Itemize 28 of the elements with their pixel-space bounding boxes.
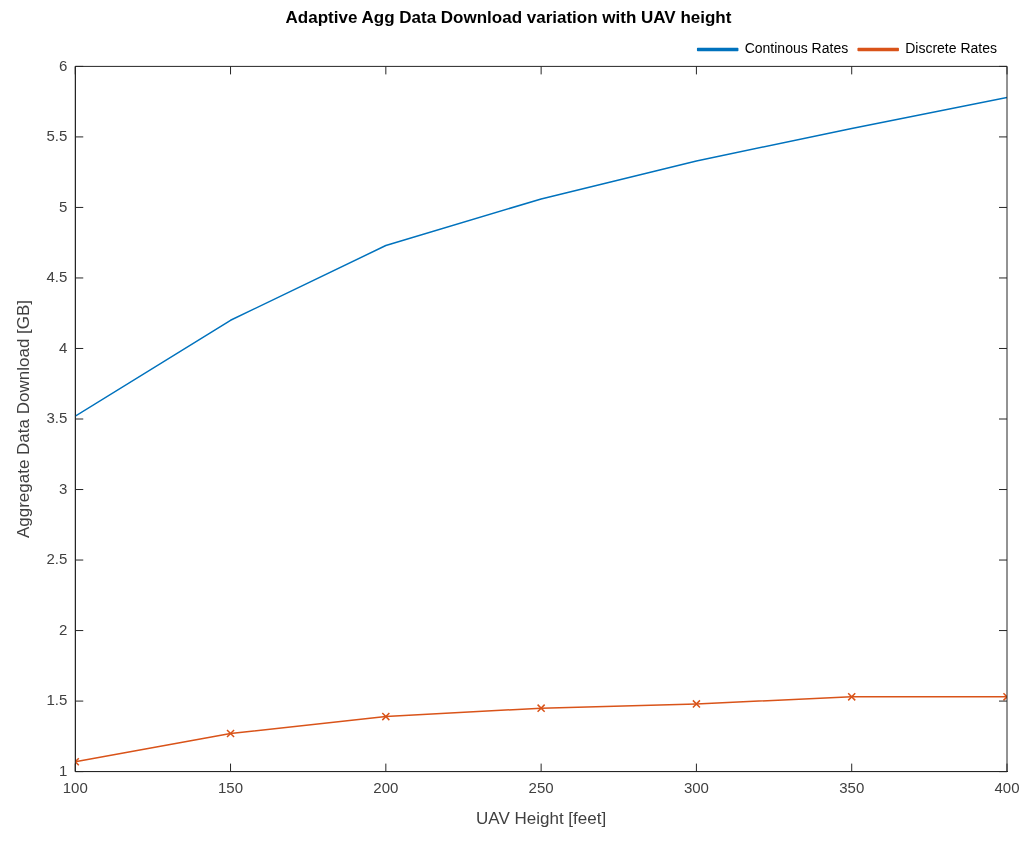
y-tick-label: 1.5 bbox=[46, 691, 68, 709]
x-axis-title: UAV Height [feet] bbox=[476, 809, 607, 829]
x-tick-label: 200 bbox=[373, 778, 399, 796]
y-axis-title: Aggregate Data Download [GB] bbox=[13, 299, 33, 539]
point bbox=[847, 692, 856, 702]
y-tick-label: 6 bbox=[58, 56, 68, 74]
x-tick-label: 250 bbox=[528, 778, 554, 796]
point bbox=[381, 712, 391, 721]
y-tick-label: 2.5 bbox=[46, 550, 68, 568]
y-tick-label: 2 bbox=[58, 620, 68, 638]
y-tick-label: 4.5 bbox=[46, 268, 68, 286]
y-tick-label: 1 bbox=[58, 761, 68, 779]
y-tick-label: 5 bbox=[58, 197, 68, 215]
x-tick-label: 150 bbox=[218, 778, 244, 796]
point bbox=[226, 729, 235, 738]
chart-title: Adaptive Agg Data Download variation with UAV height bbox=[285, 7, 732, 27]
legend-label: Continous Rates bbox=[744, 40, 849, 57]
y-tick-label: 5.5 bbox=[46, 127, 68, 145]
x-tick-label: 300 bbox=[683, 778, 709, 796]
y-tick-label: 3 bbox=[58, 479, 68, 497]
x-tick-label: 400 bbox=[994, 778, 1020, 796]
y-tick-label: 3.5 bbox=[46, 409, 68, 427]
legend-label: Discrete Rates bbox=[905, 40, 998, 57]
x-tick-label: 100 bbox=[62, 778, 88, 796]
point bbox=[536, 703, 546, 713]
x-tick-label: 350 bbox=[839, 778, 865, 796]
y-tick-label: 4 bbox=[58, 338, 68, 356]
point bbox=[692, 699, 701, 709]
